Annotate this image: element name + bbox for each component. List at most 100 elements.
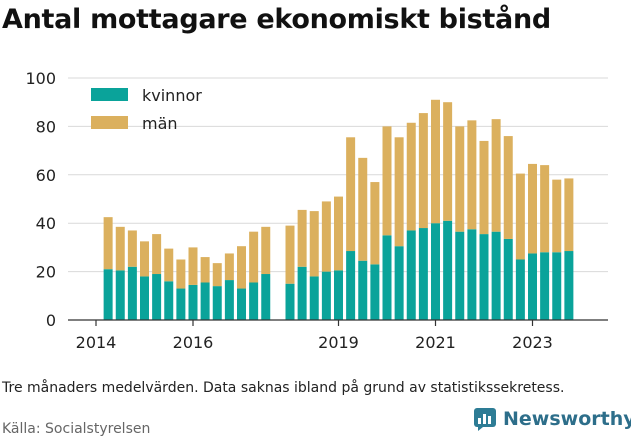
bar-kvinnor [200,282,210,320]
bar-man [382,126,392,236]
bar-kvinnor [443,220,453,320]
bar-kvinnor [491,231,501,320]
bar-kvinnor [261,274,271,320]
bar-kvinnor [249,282,259,320]
bar-kvinnor [358,260,368,320]
bar-kvinnor [140,276,149,320]
bar-man [140,241,149,277]
x-tick-label: 2014 [76,333,117,352]
legend: kvinnor män [91,86,202,133]
x-tick-label: 2019 [318,333,359,352]
bar-man [491,119,501,232]
bar-kvinnor [334,270,343,320]
bar-man [334,196,343,271]
bar-kvinnor [455,231,465,320]
bar-kvinnor [406,230,416,320]
bar-kvinnor [503,238,513,320]
y-tick-label: 100 [25,69,56,88]
bar-man [418,113,428,229]
bar-kvinnor [127,266,137,320]
bar-kvinnor [479,234,489,320]
y-tick-label: 0 [46,311,56,330]
y-tick-label: 60 [36,166,56,185]
bar-man [564,178,574,252]
x-axis: 2014 2016 2019 2021 2023 [68,319,608,352]
bar-man [261,226,271,275]
bar-kvinnor [285,283,295,320]
chart-title: Antal mottagare ekonomiskt bistånd [2,4,551,35]
bar-kvinnor [297,266,307,320]
y-tick-label: 40 [36,214,56,233]
brand-name: Newsworthy [503,408,631,430]
bar-kvinnor [309,276,319,320]
bar-kvinnor [394,246,404,320]
x-tick-label: 2016 [173,333,214,352]
bars [103,99,574,320]
bar-man [164,248,174,282]
bar-kvinnor [237,288,246,320]
bar-man [176,259,186,289]
bar-man [394,137,404,247]
bar-man [455,126,465,232]
bar-man [540,165,550,253]
x-tick-label: 2023 [512,333,553,352]
bar-man [552,179,562,253]
bar-man [152,234,162,275]
newsworthy-chart-icon [474,408,496,431]
bar-man [467,120,477,230]
bar-man [346,137,356,252]
bar-man [115,226,125,271]
y-tick-label: 20 [36,263,56,282]
bar-kvinnor [382,235,392,320]
bar-kvinnor [224,280,234,320]
bar-man [406,122,416,231]
bar-kvinnor [115,270,125,320]
bar-kvinnor [515,259,525,320]
y-tick-label: 80 [36,117,56,136]
legend-label-man: män [142,114,178,133]
bar-kvinnor [321,271,331,320]
chart-source: Källa: Socialstyrelsen [2,421,151,437]
bar-kvinnor [103,269,113,320]
bar-kvinnor [540,252,550,320]
bar-man [515,173,525,260]
bar-kvinnor [370,264,380,320]
chart-caption: Tre månaders medelvärden. Data saknas ib… [2,380,565,396]
bar-man [358,157,368,261]
bar-kvinnor [164,281,174,320]
bar-man [309,211,319,277]
bar-kvinnor [528,253,537,320]
bar-man [249,231,259,283]
y-axis-ticks: 0 20 40 60 80 100 [25,69,56,330]
bar-man [237,246,246,289]
bar-kvinnor [346,251,356,320]
bar-man [528,163,537,254]
bar-kvinnor [212,286,222,320]
bar-man [285,225,295,284]
bar-man [370,182,380,265]
bar-man [297,209,307,267]
bar-man [479,140,489,235]
stacked-bar-chart: 0 20 40 60 80 100 2014 2016 2019 2021 2023 kvinno… [25,69,608,352]
bar-man [103,217,113,270]
bar-kvinnor [467,229,477,320]
bar-man [212,263,222,287]
bar-man [443,102,453,221]
legend-swatch-man [91,116,128,129]
x-tick-label: 2021 [415,333,456,352]
bar-man [224,253,234,281]
bar-man [503,136,513,239]
bar-kvinnor [431,223,440,320]
bar-man [200,257,210,283]
bar-kvinnor [418,228,428,320]
bar-kvinnor [564,251,574,320]
bar-kvinnor [552,252,562,320]
bar-man [431,99,440,224]
bar-kvinnor [152,274,162,320]
legend-label-kvinnor: kvinnor [142,86,202,105]
bar-kvinnor [176,288,186,320]
legend-swatch-kvinnor [91,88,128,101]
newsworthy-logo: Newsworthy [473,407,631,431]
bar-kvinnor [188,284,198,320]
bar-man [188,247,198,285]
